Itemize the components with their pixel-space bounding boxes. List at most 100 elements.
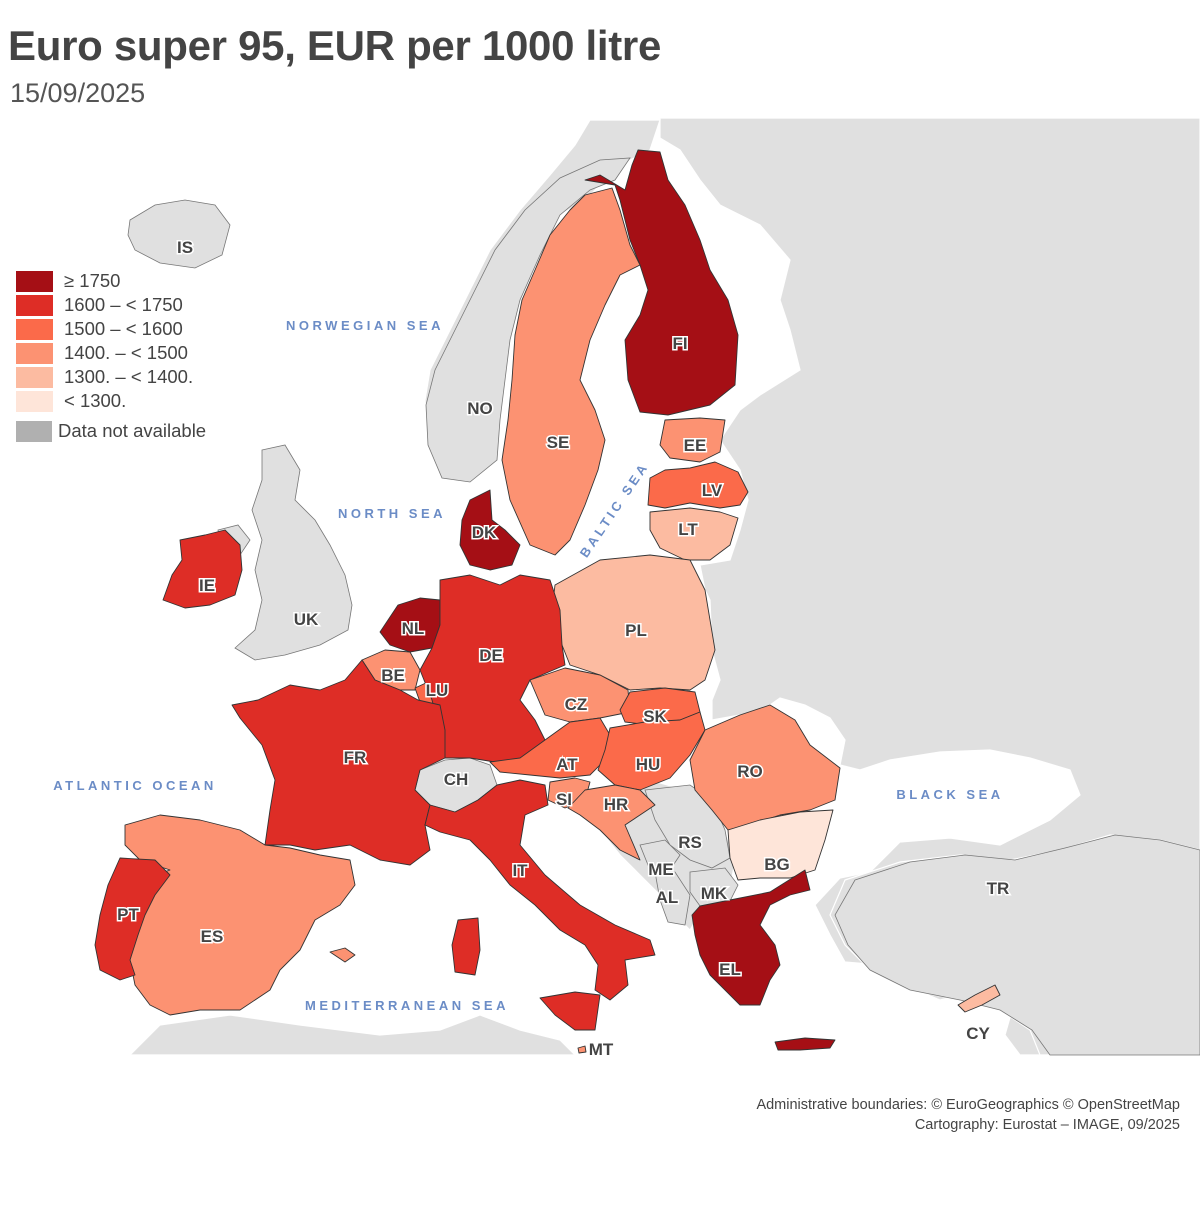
legend-label: < 1300. xyxy=(64,390,127,411)
legend-swatch xyxy=(16,318,53,340)
na-countries xyxy=(127,157,1200,1056)
country-DE xyxy=(419,574,566,763)
label-HR: HR xyxy=(604,795,629,814)
country-ES-balearic xyxy=(329,947,356,963)
country-HR xyxy=(567,784,656,861)
label-ME: ME xyxy=(648,860,674,879)
country-TR xyxy=(834,834,1200,1056)
eu-countries xyxy=(94,149,1001,1054)
label-FR: FR xyxy=(344,748,367,767)
legend-swatch xyxy=(16,342,53,364)
label-CZ: CZ xyxy=(565,695,588,714)
country-EL xyxy=(691,869,811,1006)
country-EL-crete xyxy=(774,1037,836,1051)
label-CH: CH xyxy=(444,770,469,789)
legend: ≥ 1750 1600 – < 1750 1500 – < 1600 1400. – … xyxy=(16,269,206,443)
label-EL: EL xyxy=(719,960,741,979)
label-RO: RO xyxy=(737,762,763,781)
label-HU: HU xyxy=(636,755,661,774)
label-DE: DE xyxy=(479,646,503,665)
label-PT: PT xyxy=(117,905,139,924)
country-RO xyxy=(689,704,841,831)
country-NO xyxy=(425,157,631,483)
label-LU: LU xyxy=(426,681,449,700)
map-title: Euro super 95, EUR per 1000 litre xyxy=(8,22,662,69)
country-IT-sardinia xyxy=(451,917,481,976)
country-BG xyxy=(727,809,834,881)
legend-label: 1400. – < 1500 xyxy=(64,342,188,363)
legend-label: ≥ 1750 xyxy=(64,270,121,291)
sea-black-label: BLACK SEA xyxy=(896,787,1003,802)
legend-label: 1500 – < 1600 xyxy=(64,318,183,339)
sea-mediterranean-label: MEDITERRANEAN SEA xyxy=(305,998,509,1013)
label-BE: BE xyxy=(381,666,405,685)
label-IS: IS xyxy=(177,238,193,257)
legend-swatch xyxy=(16,270,53,292)
label-UK: UK xyxy=(294,610,319,629)
label-SE: SE xyxy=(547,433,570,452)
label-MK: MK xyxy=(701,884,728,903)
legend-item: 1500 – < 1600 xyxy=(16,317,206,341)
legend-label: 1300. – < 1400. xyxy=(64,366,194,387)
label-PL: PL xyxy=(625,621,647,640)
sea-atlantic-label: ATLANTIC OCEAN xyxy=(53,778,217,793)
legend-label: 1600 – < 1750 xyxy=(64,294,183,315)
map-date: 15/09/2025 xyxy=(10,78,146,108)
country-LV xyxy=(647,461,749,509)
label-AT: AT xyxy=(556,755,578,774)
legend-item: 1600 – < 1750 xyxy=(16,293,206,317)
legend-swatch xyxy=(16,294,53,316)
legend-item: ≥ 1750 xyxy=(16,269,206,293)
label-DK: DK xyxy=(472,523,497,542)
country-SE xyxy=(501,187,641,556)
label-IE: IE xyxy=(199,576,215,595)
country-IT xyxy=(424,779,656,1001)
country-FR xyxy=(231,659,446,866)
country-HU xyxy=(597,711,706,791)
label-RS: RS xyxy=(678,833,702,852)
label-NL: NL xyxy=(402,619,425,638)
country-PT xyxy=(94,857,171,981)
sea-norwegian-label: NORWEGIAN SEA xyxy=(286,318,444,333)
country-ME xyxy=(639,839,681,871)
country-DK xyxy=(459,489,521,571)
label-SI: SI xyxy=(556,790,572,809)
label-TR: TR xyxy=(987,879,1010,898)
label-SK: SK xyxy=(643,707,667,726)
country-UK xyxy=(234,444,353,661)
label-BG: BG xyxy=(764,855,790,874)
country-EE xyxy=(659,417,726,463)
legend-label-na: Data not available xyxy=(58,420,207,441)
country-labels: IS NO FI SE EE LV LT DK IE UK NL PL DE B… xyxy=(116,237,1011,1061)
country-PL xyxy=(551,554,716,691)
legend-item-na: Data not available xyxy=(16,419,206,443)
country-LT xyxy=(649,507,739,561)
label-MT: MT xyxy=(589,1040,614,1059)
credits-boundaries: Administrative boundaries: © EuroGeograp… xyxy=(756,1097,1180,1113)
legend-item: 1300. – < 1400. xyxy=(16,365,206,389)
credits-cartography: Cartography: Eurostat – IMAGE, 09/2025 xyxy=(914,1117,1180,1133)
label-ES: ES xyxy=(201,927,224,946)
label-IT: IT xyxy=(512,861,528,880)
north-africa-land xyxy=(128,1014,577,1056)
label-CY: CY xyxy=(966,1024,990,1043)
country-IT-sicily xyxy=(539,991,601,1031)
country-AL xyxy=(654,871,691,926)
label-AL: AL xyxy=(656,888,679,907)
country-FI xyxy=(584,149,739,416)
label-EE: EE xyxy=(684,436,707,455)
label-FI: FI xyxy=(672,334,687,353)
legend-swatch xyxy=(16,366,53,388)
sea-north-label: NORTH SEA xyxy=(338,506,446,521)
label-LV: LV xyxy=(702,481,723,500)
legend-item: < 1300. xyxy=(16,389,206,413)
label-LT: LT xyxy=(678,520,698,539)
legend-item: 1400. – < 1500 xyxy=(16,341,206,365)
legend-swatch xyxy=(16,390,53,412)
country-IS xyxy=(127,199,231,269)
legend-swatch-na xyxy=(16,420,52,442)
credits: Administrative boundaries: © EuroGeograp… xyxy=(756,1095,1180,1135)
label-NO: NO xyxy=(467,399,493,418)
europe-map: NORWEGIAN SEA NORTH SEA BALTIC SEA ATLAN… xyxy=(53,118,1200,1061)
country-MT xyxy=(577,1045,587,1054)
